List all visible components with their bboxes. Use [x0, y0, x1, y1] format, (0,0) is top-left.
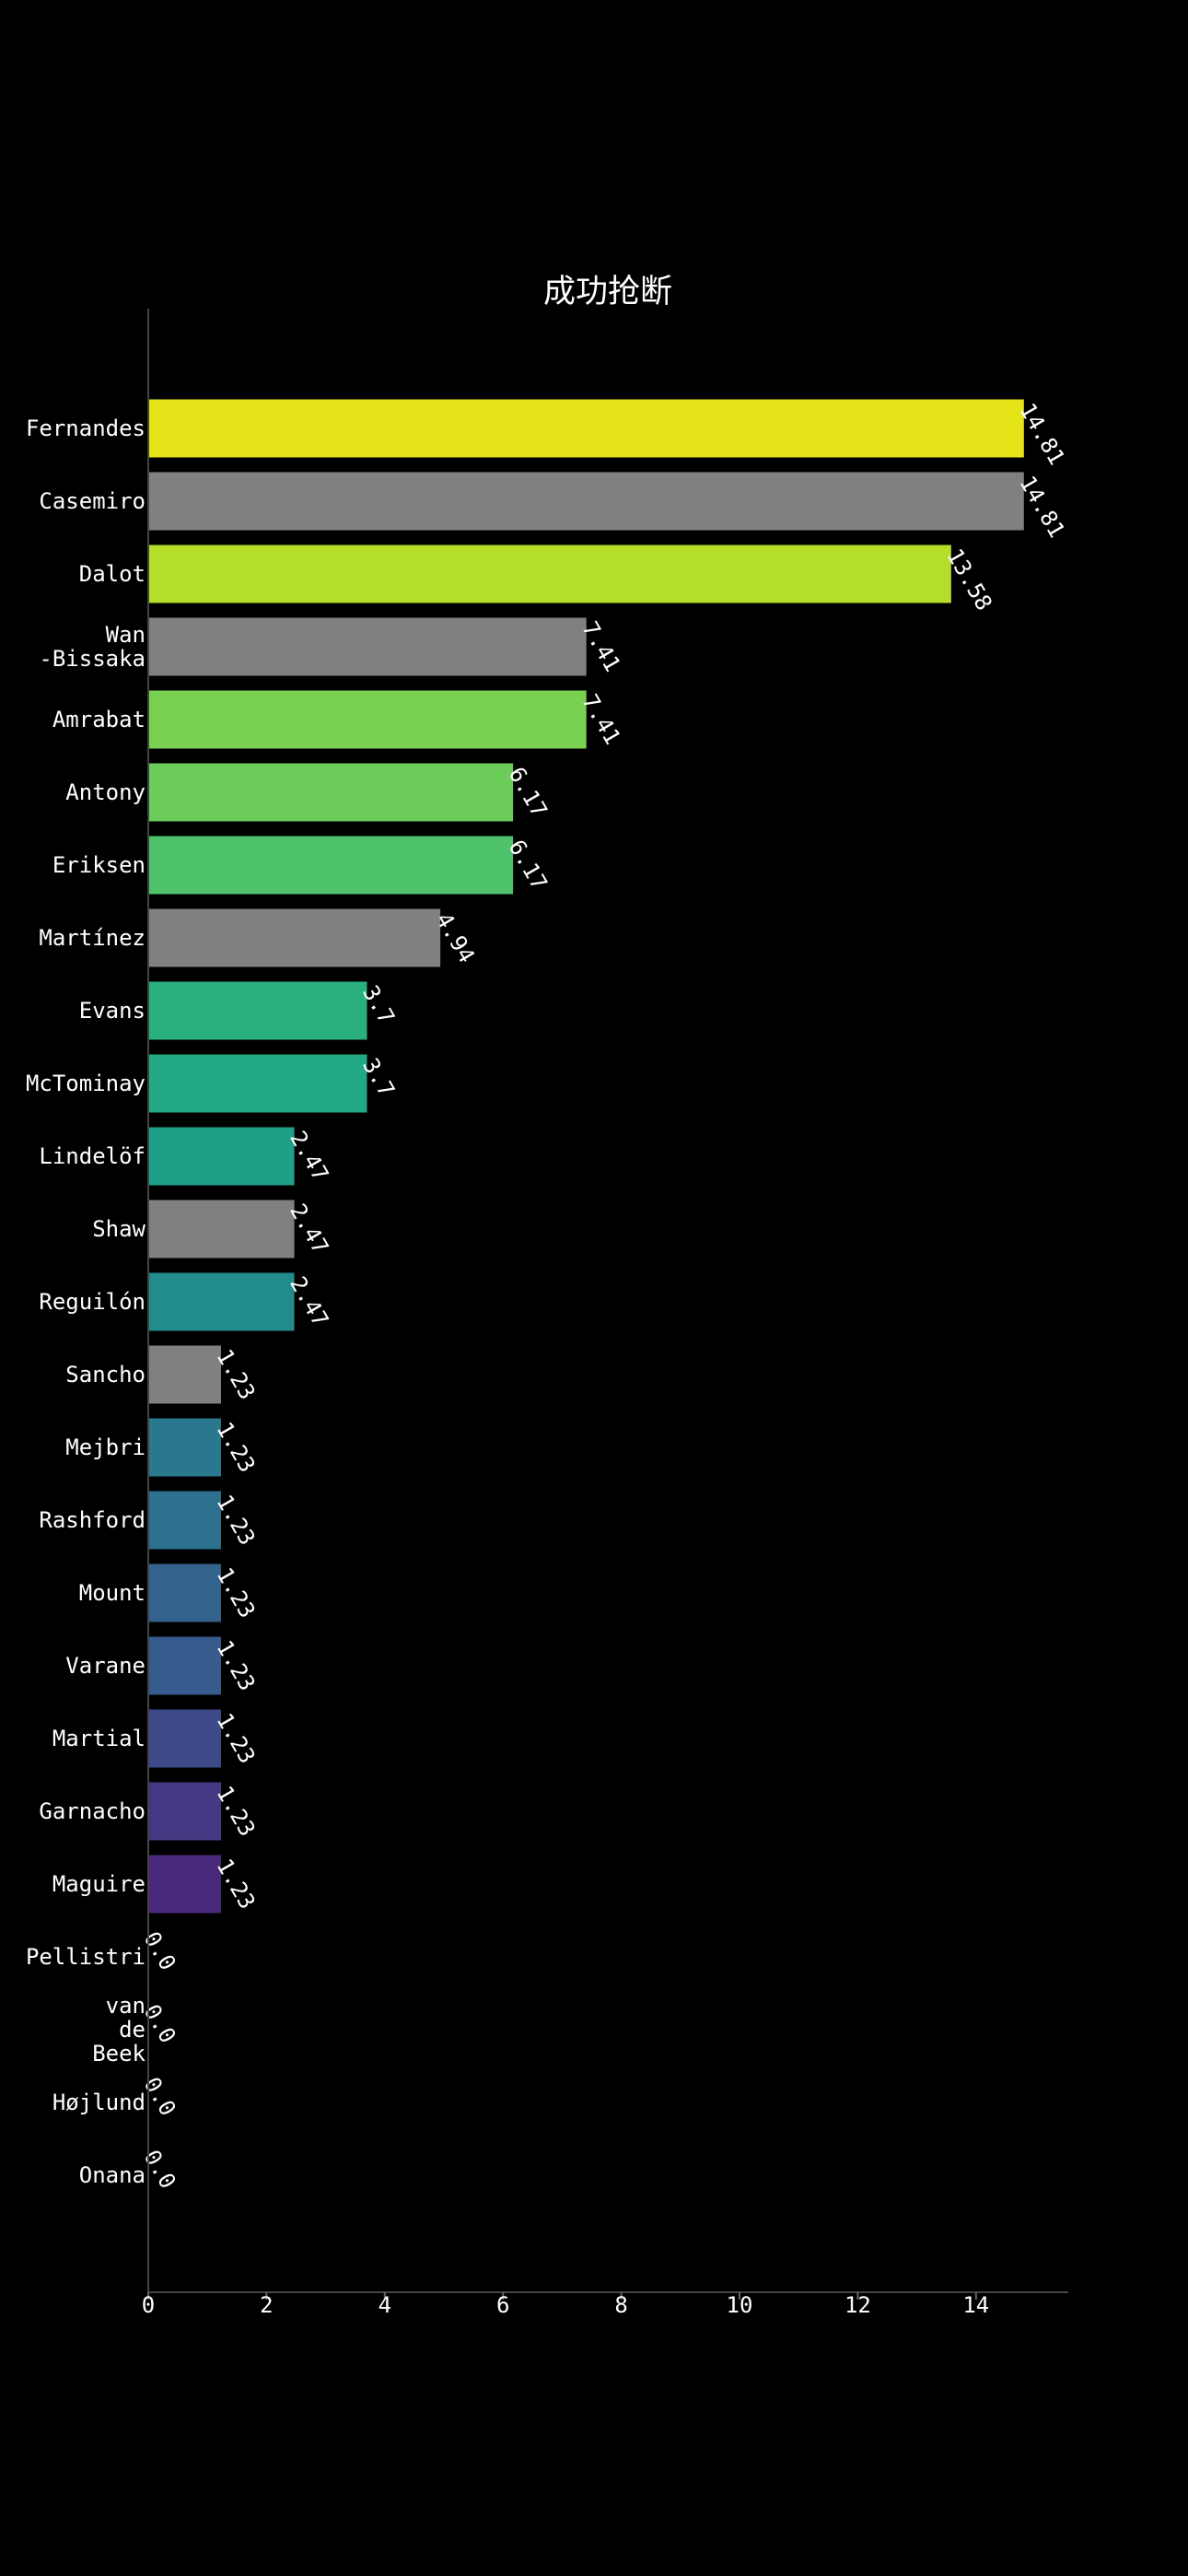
bar — [148, 981, 367, 1040]
bar — [148, 908, 441, 967]
chart-title: 成功抢断 — [543, 274, 672, 310]
category-label: Sancho — [65, 1362, 146, 1388]
bar — [148, 1345, 221, 1404]
category-label: Pellistri — [26, 1944, 146, 1970]
bar — [148, 1855, 221, 1914]
bar — [148, 617, 587, 676]
category-labels: Fernandes Casemiro Dalot Wan -Bissaka Amrabat… — [26, 416, 146, 2188]
bar — [148, 1418, 221, 1477]
category-label: Fernandes — [26, 416, 146, 441]
category-label: Varane — [65, 1653, 146, 1679]
category-label: Rashford — [39, 1507, 146, 1533]
bar — [148, 399, 1024, 458]
category-label: Evans — [79, 998, 146, 1024]
category-label: Eriksen — [52, 852, 146, 878]
x-tick-label: 8 — [614, 2292, 627, 2318]
category-label: Shaw — [92, 1216, 146, 1242]
category-label: Martial — [52, 1726, 146, 1751]
bar — [148, 1709, 221, 1768]
bar — [148, 690, 587, 749]
bar — [148, 1272, 295, 1331]
category-label: Casemiro — [39, 488, 146, 514]
category-label: Mejbri — [65, 1434, 146, 1460]
category-label: Maguire — [52, 1871, 146, 1897]
category-label: Wan -Bissaka — [39, 622, 146, 672]
bar — [148, 1491, 221, 1550]
bar — [148, 1054, 367, 1113]
bar — [148, 472, 1024, 531]
bar — [148, 1782, 221, 1841]
category-label: Garnacho — [39, 1798, 146, 1824]
category-label: Reguilón — [39, 1289, 146, 1315]
category-label: Dalot — [79, 561, 146, 587]
bar — [148, 1563, 221, 1622]
bar — [148, 763, 514, 822]
category-label: Onana — [79, 2162, 146, 2188]
x-tick-label: 14 — [962, 2292, 989, 2318]
category-label: van de Beek — [92, 1993, 146, 2067]
category-label: Mount — [79, 1580, 146, 1606]
x-tick-label: 10 — [727, 2292, 753, 2318]
category-label: Amrabat — [52, 707, 146, 732]
bar — [148, 1127, 295, 1186]
bar — [148, 1200, 295, 1259]
category-label: Martínez — [39, 925, 146, 951]
x-tick-label: 0 — [142, 2292, 155, 2318]
x-axis-ticks: 0 2 4 6 8 10 12 14 — [142, 2292, 989, 2318]
bar — [148, 1636, 221, 1695]
category-label: McTominay — [26, 1071, 146, 1096]
x-tick-label: 4 — [379, 2292, 391, 2318]
x-tick-label: 12 — [844, 2292, 871, 2318]
category-label: Antony — [65, 779, 146, 805]
category-label: Lindelöf — [39, 1143, 146, 1169]
bar — [148, 836, 514, 895]
category-label: Højlund — [52, 2090, 146, 2115]
bar — [148, 544, 951, 603]
x-tick-label: 6 — [496, 2292, 509, 2318]
x-tick-label: 2 — [260, 2292, 273, 2318]
bars-group — [148, 399, 1024, 1914]
